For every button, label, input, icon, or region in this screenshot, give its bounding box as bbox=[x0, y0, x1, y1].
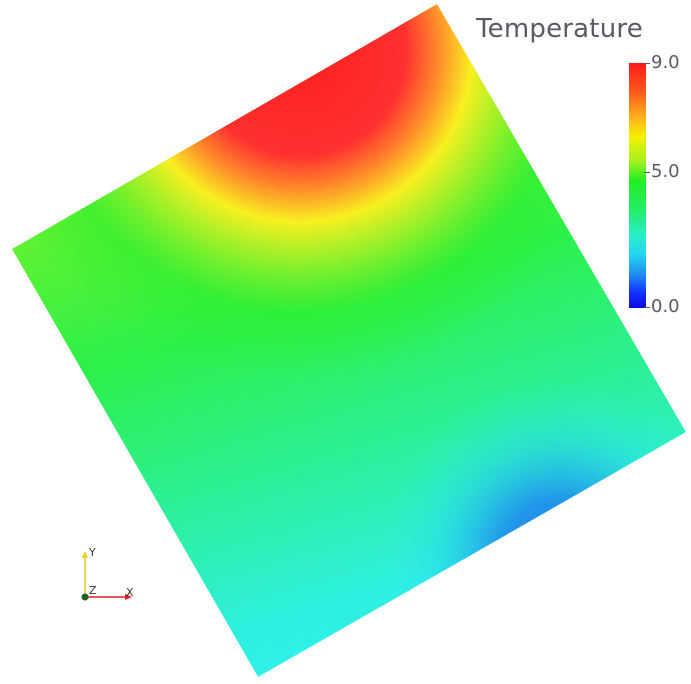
tick-label-max: 9.0 bbox=[651, 52, 680, 73]
temperature-surface bbox=[12, 4, 686, 677]
x-axis-arrow bbox=[125, 594, 132, 600]
orientation-axes-widget bbox=[81, 551, 132, 601]
y-axis-label: Y bbox=[89, 546, 96, 559]
legend-title: Temperature bbox=[476, 14, 643, 44]
tick-mark-mid bbox=[644, 172, 650, 173]
tick-label-min: 0.0 bbox=[651, 296, 680, 317]
z-axis-label: Z bbox=[89, 584, 97, 597]
y-axis-arrow bbox=[82, 551, 88, 558]
color-scale-bar bbox=[629, 63, 646, 308]
tick-mark-min bbox=[644, 307, 650, 308]
tick-mark-max bbox=[644, 63, 650, 64]
z-axis-origin bbox=[81, 593, 89, 601]
tick-label-mid: 5.0 bbox=[651, 161, 680, 182]
x-axis-label: X bbox=[126, 586, 134, 599]
